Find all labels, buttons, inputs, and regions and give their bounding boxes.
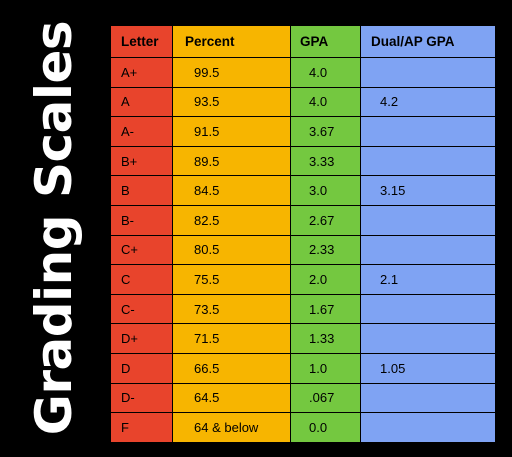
dual-gpa-cell bbox=[360, 293, 496, 325]
gpa-cell: 2.67 bbox=[290, 204, 361, 236]
dual-gpa-cell: 3.15 bbox=[360, 175, 496, 206]
table-row: F 64 & below 0.0 bbox=[110, 412, 496, 443]
letter-cell: C bbox=[110, 264, 173, 295]
gpa-cell: 3.33 bbox=[290, 145, 361, 177]
table-row: C 75.5 2.0 2.1 bbox=[110, 264, 496, 295]
dual-gpa-cell bbox=[360, 323, 496, 354]
table-row: D+ 71.5 1.33 bbox=[110, 323, 496, 354]
dual-gpa-cell: 4.2 bbox=[360, 86, 496, 118]
gpa-cell: 3.67 bbox=[290, 116, 361, 147]
percent-cell: 66.5 bbox=[172, 352, 291, 384]
header-percent: Percent bbox=[172, 25, 291, 58]
letter-cell: D+ bbox=[110, 323, 173, 354]
table-row: D- 64.5 .067 bbox=[110, 382, 496, 414]
percent-cell: 99.5 bbox=[172, 57, 291, 88]
table-row: B+ 89.5 3.33 bbox=[110, 145, 496, 177]
dual-gpa-cell bbox=[360, 116, 496, 147]
header-letter: Letter bbox=[110, 25, 173, 58]
percent-cell: 64.5 bbox=[172, 382, 291, 414]
dual-gpa-cell bbox=[360, 234, 496, 266]
gpa-cell: 1.0 bbox=[290, 352, 361, 384]
letter-cell: A- bbox=[110, 116, 173, 147]
letter-cell: A+ bbox=[110, 57, 173, 88]
gpa-cell: 4.0 bbox=[290, 86, 361, 118]
percent-cell: 84.5 bbox=[172, 175, 291, 206]
percent-cell: 82.5 bbox=[172, 204, 291, 236]
letter-cell: D- bbox=[110, 382, 173, 414]
percent-cell: 93.5 bbox=[172, 86, 291, 118]
table-row: A 93.5 4.0 4.2 bbox=[110, 86, 496, 118]
dual-gpa-cell bbox=[360, 204, 496, 236]
letter-cell: B bbox=[110, 175, 173, 206]
gpa-cell: 2.33 bbox=[290, 234, 361, 266]
dual-gpa-cell bbox=[360, 145, 496, 177]
table-row: C- 73.5 1.67 bbox=[110, 293, 496, 325]
gpa-cell: 3.0 bbox=[290, 175, 361, 206]
header-row: Letter Percent GPA Dual/AP GPA bbox=[110, 25, 496, 58]
gpa-cell: .067 bbox=[290, 382, 361, 414]
gpa-cell: 0.0 bbox=[290, 412, 361, 443]
dual-gpa-cell: 1.05 bbox=[360, 352, 496, 384]
page-title: Grading Scales bbox=[25, 20, 83, 436]
letter-cell: C+ bbox=[110, 234, 173, 266]
letter-cell: D bbox=[110, 352, 173, 384]
grading-scale-table: Letter Percent GPA Dual/AP GPA A+ 99.5 4… bbox=[110, 25, 496, 443]
table-row: D 66.5 1.0 1.05 bbox=[110, 352, 496, 384]
percent-cell: 75.5 bbox=[172, 264, 291, 295]
percent-cell: 91.5 bbox=[172, 116, 291, 147]
letter-cell: B- bbox=[110, 204, 173, 236]
gpa-cell: 1.67 bbox=[290, 293, 361, 325]
dual-gpa-cell bbox=[360, 382, 496, 414]
percent-cell: 73.5 bbox=[172, 293, 291, 325]
dual-gpa-cell bbox=[360, 57, 496, 88]
gpa-cell: 2.0 bbox=[290, 264, 361, 295]
letter-cell: F bbox=[110, 412, 173, 443]
table-row: C+ 80.5 2.33 bbox=[110, 234, 496, 266]
percent-cell: 80.5 bbox=[172, 234, 291, 266]
letter-cell: A bbox=[110, 86, 173, 118]
table-row: A- 91.5 3.67 bbox=[110, 116, 496, 147]
percent-cell: 64 & below bbox=[172, 412, 291, 443]
letter-cell: B+ bbox=[110, 145, 173, 177]
header-dual-ap-gpa: Dual/AP GPA bbox=[360, 25, 496, 58]
gpa-cell: 1.33 bbox=[290, 323, 361, 354]
percent-cell: 71.5 bbox=[172, 323, 291, 354]
dual-gpa-cell: 2.1 bbox=[360, 264, 496, 295]
header-gpa: GPA bbox=[290, 25, 361, 58]
side-title: Grading Scales bbox=[0, 0, 108, 457]
gpa-cell: 4.0 bbox=[290, 57, 361, 88]
table-row: B- 82.5 2.67 bbox=[110, 204, 496, 236]
table-row: A+ 99.5 4.0 bbox=[110, 57, 496, 88]
percent-cell: 89.5 bbox=[172, 145, 291, 177]
letter-cell: C- bbox=[110, 293, 173, 325]
table-row: B 84.5 3.0 3.15 bbox=[110, 175, 496, 206]
dual-gpa-cell bbox=[360, 412, 496, 443]
